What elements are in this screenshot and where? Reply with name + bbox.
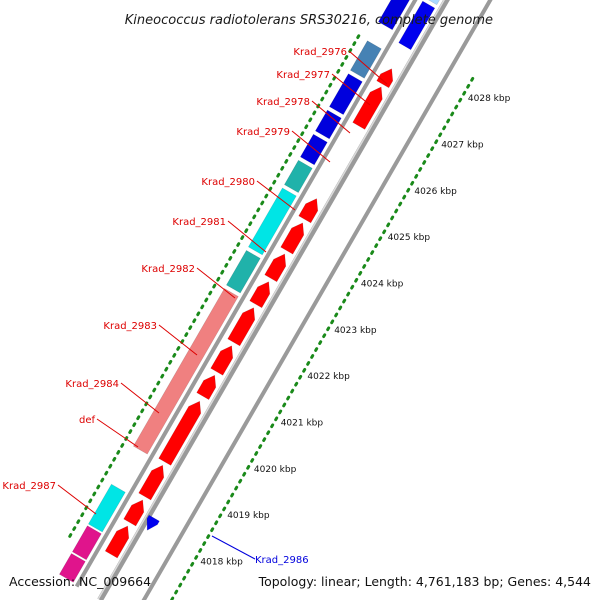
forward-gene-arrow [158, 400, 202, 466]
forward-gene-arrow [264, 253, 287, 283]
reverse-gene-block [132, 288, 239, 455]
forward-gene-arrow [123, 499, 145, 527]
gene-label: Krad_2978 [256, 97, 310, 108]
forward-gene-arrow [280, 222, 305, 255]
reverse-gene-block [283, 159, 313, 194]
forward-gene-arrow [376, 68, 394, 89]
backbone-right [141, 0, 493, 600]
forward-gene-arrow [196, 374, 217, 401]
scale-tick-label: 4024 kbp [361, 279, 404, 289]
backbone-highlight [97, 0, 445, 600]
scale-tick-label: 4025 kbp [388, 233, 431, 243]
gene-leader-line [348, 50, 388, 85]
scale-tick-label: 4027 kbp [441, 140, 484, 150]
scale-tick-label: 4020 kbp [254, 465, 297, 475]
gene-label: Krad_2980 [201, 177, 255, 188]
forward-gene-arrow [138, 464, 165, 501]
reverse-gene-block [299, 133, 328, 166]
gene-label: Krad_2986 [255, 555, 309, 566]
rna-feature-arrow [146, 514, 160, 531]
reverse-gene-block [328, 73, 363, 116]
gene-leader-line [120, 382, 160, 414]
gene-leader-line [211, 535, 256, 560]
scale-tick-label: 4022 kbp [307, 372, 350, 382]
gene-leader-line [311, 100, 351, 134]
top-right-forward-block [398, 0, 436, 51]
scale-tick-label: 4026 kbp [414, 187, 457, 197]
forward-gene-arrow [298, 198, 319, 224]
gene-leader-line [331, 73, 371, 106]
top-right-block [377, 0, 410, 31]
gene-leader-line [227, 220, 267, 253]
gene-leader-line [96, 418, 139, 448]
reverse-gene-block [247, 187, 297, 256]
gene-label: Krad_2987 [2, 481, 56, 492]
reverse-gene-block [314, 109, 342, 140]
gene-label: Krad_2976 [293, 47, 347, 58]
scale-tick-label: 4028 kbp [468, 94, 511, 104]
gene-leader-line [196, 267, 236, 299]
gene-label: def [79, 415, 96, 426]
gene-leader-line [158, 324, 198, 356]
gene-leader-line [291, 130, 331, 163]
genome-title: Kineococcus radiotolerans SRS30216, comp… [125, 13, 493, 28]
gene-label: Krad_2981 [172, 217, 226, 228]
forward-gene-arrow [104, 525, 130, 559]
scale-tick-label: 4023 kbp [334, 326, 377, 336]
forward-gene-arrow [210, 345, 234, 376]
gene-label: Krad_2977 [276, 70, 330, 81]
reverse-gene-block [58, 553, 86, 583]
track-layer [58, 0, 493, 600]
backbone-upper [74, 0, 418, 588]
gene-label: Krad_2979 [236, 127, 290, 138]
scale-tick-label: 4018 kbp [200, 557, 243, 567]
reverse-gene-block [225, 249, 261, 294]
forward-gene-arrow [249, 281, 271, 309]
forward-gene-arrow [352, 86, 383, 130]
backbone-main [97, 0, 450, 600]
genome-summary-text: Topology: linear; Length: 4,761,183 bp; … [258, 574, 591, 589]
forward-dotted-guide [169, 75, 476, 600]
reverse-dotted-guide [68, 32, 362, 538]
scale-tick-label: 4019 kbp [227, 511, 270, 521]
gene-label: Krad_2982 [141, 264, 195, 275]
reverse-gene-block [87, 483, 126, 533]
gene-leader-line [256, 180, 296, 211]
gene-label: Krad_2983 [103, 321, 157, 332]
scale-tick-label: 4021 kbp [281, 418, 324, 428]
forward-gene-arrow [227, 307, 256, 347]
top-right-forward-block [428, 0, 440, 6]
gene-label-layer: Krad_2976 Krad_2977 Krad_2978 Krad_2979 Krad… [2, 47, 388, 566]
reverse-gene-block [71, 525, 102, 561]
gene-leader-line [57, 484, 97, 515]
reverse-gene-block [349, 40, 382, 79]
accession-text: Accession: NC_009664 [9, 574, 151, 589]
gene-label: Krad_2984 [65, 379, 119, 390]
